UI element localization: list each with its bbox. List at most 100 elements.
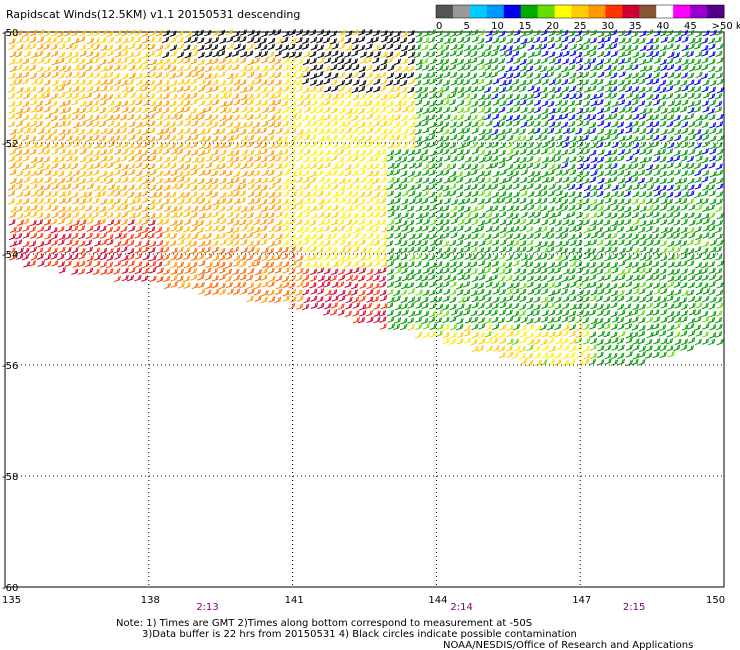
wind-barb [260, 50, 268, 58]
wind-barb [175, 113, 184, 120]
wind-barb [92, 37, 101, 45]
wind-barb [681, 85, 689, 92]
wind-barb [513, 57, 521, 65]
wind-barb [477, 58, 485, 66]
wind-barb [365, 100, 373, 107]
wind-barb [527, 107, 535, 114]
wind-barb [162, 36, 170, 44]
wind-barb [498, 106, 506, 113]
wind-barb [358, 36, 366, 43]
wind-barb [709, 99, 717, 107]
wind-barb [645, 107, 653, 115]
wind-barb [316, 64, 324, 71]
wind-barb [365, 93, 373, 100]
wind-barb [337, 72, 346, 79]
wind-barb [569, 43, 577, 51]
wind-barb [51, 122, 59, 129]
wind-barb [324, 93, 332, 101]
wind-barb [400, 37, 408, 44]
wind-barb [639, 58, 647, 66]
legend-swatch [436, 5, 454, 18]
wind-barb [589, 37, 597, 44]
wind-barb [407, 58, 415, 66]
wind-barb [497, 57, 506, 65]
wind-barb [582, 29, 590, 36]
wind-barb [686, 50, 694, 58]
legend-swatch [605, 5, 623, 18]
wind-barb [422, 127, 430, 134]
wind-barb [100, 29, 108, 37]
wind-barb [337, 79, 346, 87]
wind-barb [198, 100, 206, 107]
wind-barb [456, 72, 464, 80]
wind-barb [274, 99, 282, 106]
wind-barb [385, 128, 394, 135]
wind-barb [421, 44, 429, 51]
wind-barb [695, 51, 703, 58]
wind-barb [289, 37, 297, 44]
wind-barb [450, 71, 458, 79]
wind-barb [351, 29, 359, 36]
wind-barb [693, 106, 702, 113]
wind-barb [268, 29, 276, 36]
wind-barb [652, 78, 660, 85]
wind-barb [651, 113, 660, 121]
wind-barb [303, 51, 311, 58]
wind-barb [30, 51, 38, 59]
wind-barb [422, 114, 430, 122]
wind-barb [526, 29, 534, 36]
wind-barb [653, 30, 661, 37]
wind-barb [581, 71, 590, 79]
wind-barb [428, 71, 436, 79]
wind-barb [323, 78, 331, 85]
wind-barb [240, 51, 248, 58]
wind-barb [274, 108, 282, 115]
wind-barb [701, 100, 709, 107]
wind-barb [491, 128, 499, 136]
wind-barb [687, 92, 695, 99]
wind-barb [660, 36, 668, 43]
wind-barb [470, 93, 478, 100]
wind-barb [91, 99, 100, 107]
wind-barb [539, 43, 548, 50]
wind-barb [693, 78, 702, 86]
wind-barb [317, 57, 325, 64]
wind-barb [400, 120, 408, 128]
legend-swatch [503, 5, 522, 18]
wind-barb [406, 72, 415, 79]
wind-barb [163, 64, 171, 71]
wind-barb [624, 72, 632, 80]
wind-barb [205, 43, 213, 50]
wind-barb [149, 106, 157, 113]
wind-barb [484, 50, 492, 58]
wind-barb [345, 44, 353, 51]
wind-barb [330, 114, 338, 122]
wind-barb [715, 66, 723, 73]
wind-barb [498, 36, 507, 44]
wind-barb [715, 100, 723, 108]
wind-barb [120, 57, 128, 64]
wind-barb [288, 43, 296, 50]
wind-barb [618, 71, 626, 78]
wind-barb [371, 36, 379, 43]
wind-barb [526, 72, 534, 79]
wind-barb [50, 100, 58, 107]
wind-barb [436, 43, 444, 51]
wind-barb [324, 50, 332, 58]
wind-barb [141, 30, 149, 37]
wind-barb [106, 50, 114, 57]
wind-barb [422, 78, 430, 86]
wind-barb [561, 29, 569, 37]
wind-barb [65, 43, 73, 50]
wind-barb [436, 64, 444, 72]
wind-barb [373, 72, 381, 80]
wind-barb [240, 99, 248, 106]
wind-barb [583, 86, 591, 93]
wind-barb [525, 78, 533, 86]
wind-barb [309, 120, 318, 127]
wind-barb [490, 71, 499, 78]
wind-barb [421, 64, 430, 71]
wind-barb [100, 44, 108, 52]
wind-barb [259, 127, 268, 134]
wind-barb [43, 106, 51, 113]
